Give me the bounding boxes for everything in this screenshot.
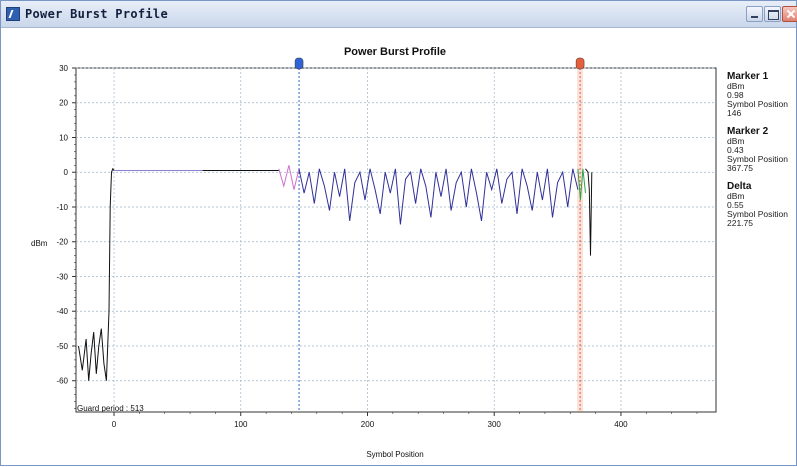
y-tick-label: 0: [64, 168, 69, 177]
x-tick-label: 300: [488, 420, 502, 429]
y-tick-label: -30: [56, 272, 68, 281]
marker1-value: 0.98: [727, 90, 744, 100]
grid-lines: [76, 67, 716, 412]
delta-position: 221.75: [727, 218, 753, 228]
x-tick-label: 100: [234, 420, 248, 429]
series-line-ramp: [78, 167, 203, 381]
marker2-title: Marker 2: [727, 126, 769, 137]
marker2-unit: dBm: [727, 136, 745, 146]
trace-series: [78, 165, 593, 381]
marker1-unit: dBm: [727, 81, 745, 91]
plot-area[interactable]: [75, 67, 717, 413]
delta-title: Delta: [727, 181, 752, 192]
y-axis-ticks: 30 20 10 0 -10 -20 -30 -40 -50 -60: [56, 64, 76, 409]
y-tick-label: -60: [56, 377, 68, 386]
series-line-tail: [577, 168, 586, 201]
y-tick-label: 20: [59, 99, 68, 108]
maximize-button[interactable]: [764, 6, 781, 22]
close-button[interactable]: [782, 6, 797, 22]
y-tick-label: -20: [56, 238, 68, 247]
marker1-readout: Marker 1 dBm 0.98 Symbol Position 146: [727, 71, 788, 118]
marker2-position: 367.75: [727, 163, 753, 173]
y-tick-label: 10: [59, 133, 68, 142]
title-bar[interactable]: Power Burst Profile: [1, 1, 797, 28]
marker-lines[interactable]: [294, 57, 585, 412]
app-icon: [6, 7, 20, 21]
x-axis-label: Symbol Position: [366, 450, 423, 459]
y-tick-label: 30: [59, 64, 68, 73]
series-line-ramp-down: [585, 168, 593, 256]
y-tick-label: -40: [56, 307, 68, 316]
window-title: Power Burst Profile: [25, 7, 168, 21]
marker-handle: [575, 57, 585, 70]
y-tick-label: -50: [56, 342, 68, 351]
marker1-title: Marker 1: [727, 71, 769, 82]
marker2-value: 0.43: [727, 145, 744, 155]
marker2-position-label: Symbol Position: [727, 154, 788, 164]
delta-unit: dBm: [727, 191, 745, 201]
delta-value: 0.55: [727, 200, 744, 210]
marker-handle: [294, 57, 304, 70]
x-tick-label: 0: [112, 420, 117, 429]
x-axis-ticks: 0 100 200 300 400: [112, 412, 698, 429]
marker2-readout: Marker 2 dBm 0.43 Symbol Position 367.75: [727, 126, 788, 173]
minimize-button[interactable]: [746, 6, 763, 22]
guard-period-annotation: Guard period : 513: [77, 404, 144, 413]
x-tick-label: 400: [614, 420, 628, 429]
chart-title: Power Burst Profile: [344, 46, 446, 58]
x-tick-label: 200: [361, 420, 375, 429]
delta-readout: Delta dBm 0.55 Symbol Position 221.75: [727, 181, 788, 228]
y-tick-label: -10: [56, 203, 68, 212]
marker1-position-label: Symbol Position: [727, 99, 788, 109]
series-line-preamble: [278, 165, 300, 190]
y-axis-label: dBm: [31, 239, 48, 248]
marker1-position: 146: [727, 108, 742, 118]
delta-position-label: Symbol Position: [727, 209, 788, 219]
series-line-data: [298, 168, 579, 225]
